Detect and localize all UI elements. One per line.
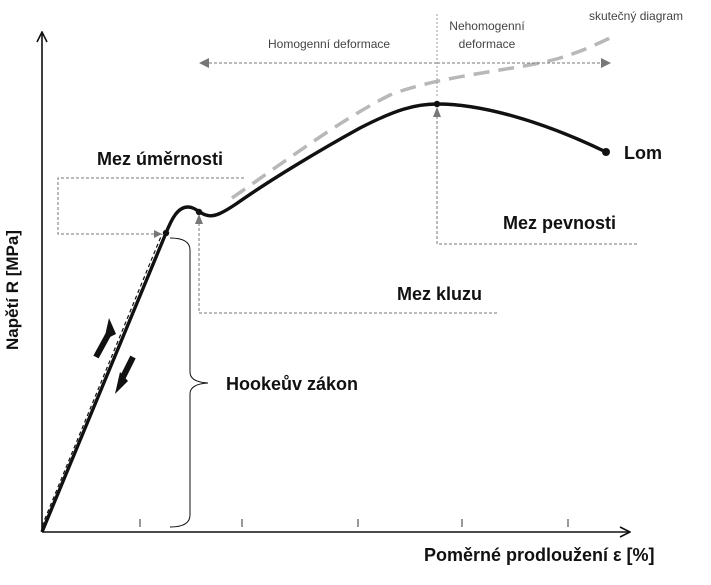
true-stress-curve	[231, 36, 611, 200]
proportional-limit-leader-tip	[154, 230, 162, 238]
yield-leader	[198, 220, 497, 314]
yield-strength-label: Mez kluzu	[397, 284, 483, 304]
nonhomogeneous-label: Nehomogenní deformace	[446, 19, 528, 51]
proportional-limit-leader	[57, 177, 244, 235]
nonhomogeneous-label-line1: Nehomogenní	[449, 19, 525, 33]
unloading-line	[41, 233, 163, 527]
homogeneous-label: Homogenní deformace	[268, 37, 391, 51]
hooke-brace	[169, 237, 209, 528]
unloading-arrow-shaft	[118, 355, 136, 383]
fracture-point	[602, 148, 610, 156]
yield-point	[195, 208, 203, 216]
hooke-law-label: Hookeův zákon	[226, 374, 359, 394]
x-axis-label: Poměrné prodloužení ε [%]	[424, 545, 655, 565]
fracture-label: Lom	[624, 143, 662, 163]
stress-strain-curve	[40, 102, 607, 533]
ultimate-strength-point	[433, 100, 441, 108]
yield-leader-tip	[195, 214, 203, 224]
proportional-limit-label: Mez úměrnosti	[97, 149, 224, 169]
ultimate-strength-label: Mez pevnosti	[503, 213, 617, 233]
ultimate-leader	[436, 112, 637, 245]
x-ticks	[139, 519, 569, 527]
nonhomogeneous-label-line2: deformace	[458, 37, 516, 51]
true-diagram-label: skutečný diagram	[589, 9, 684, 23]
loading-arrow-shaft	[93, 333, 111, 359]
y-axis-label: Napětí R [MPa]	[3, 230, 22, 350]
ultimate-leader-tip	[433, 107, 441, 117]
proportional-limit-point	[162, 229, 170, 237]
